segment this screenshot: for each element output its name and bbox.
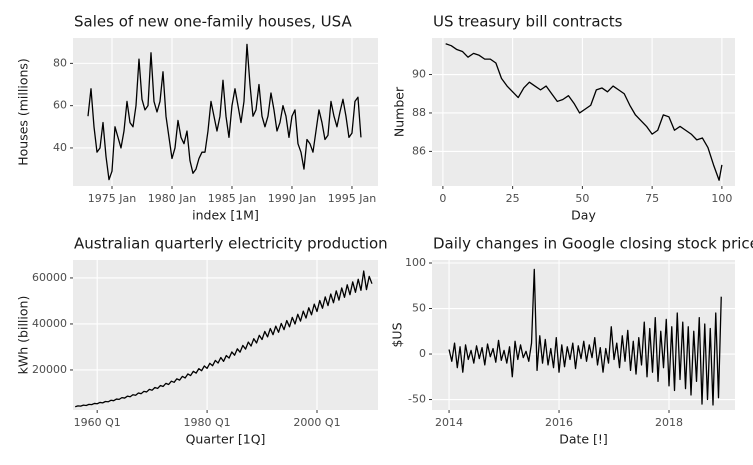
y-tick-label: 50 <box>412 302 426 315</box>
y-tick-label: 60 <box>53 99 67 112</box>
plot-background <box>432 38 735 186</box>
y-tick-label: 100 <box>405 256 426 269</box>
x-axis-title: Date [!] <box>559 432 608 447</box>
x-tick-label: 0 <box>439 192 446 205</box>
plot-background <box>432 260 735 410</box>
x-tick-label: 1985 Jan <box>208 192 256 205</box>
x-tick-label: 1995 Jan <box>328 192 376 205</box>
x-axis-title: Day <box>571 208 596 223</box>
x-tick-label: 2018 <box>655 416 683 429</box>
y-tick-label: -50 <box>408 393 426 406</box>
chart-title: Australian quarterly electricity product… <box>74 235 388 253</box>
x-tick-label: 1975 Jan <box>88 192 136 205</box>
x-tick-label: 2000 Q1 <box>293 416 340 429</box>
x-tick-label: 1990 Jan <box>268 192 316 205</box>
series-line <box>74 270 373 408</box>
y-tick-label: 0 <box>419 347 426 360</box>
x-tick-label: 1960 Q1 <box>74 416 121 429</box>
x-tick-label: 2016 <box>545 416 573 429</box>
chart-title: Sales of new one-family houses, USA <box>74 13 352 31</box>
chart-title: Daily changes in Google closing stock pr… <box>433 235 753 253</box>
y-tick-label: 20000 <box>32 363 67 376</box>
y-tick-label: 40000 <box>32 317 67 330</box>
x-axis-title: Quarter [1Q] <box>186 432 266 447</box>
series-line <box>87 43 362 181</box>
y-axis-title: $US <box>390 322 405 347</box>
x-tick-label: 1980 Q1 <box>184 416 231 429</box>
series-line <box>445 43 723 181</box>
y-tick-label: 40 <box>53 141 67 154</box>
x-axis-title: index [1M] <box>192 208 259 223</box>
x-tick-label: 100 <box>711 192 732 205</box>
plot-background <box>73 260 378 410</box>
y-axis-title: Number <box>392 86 407 137</box>
y-tick-label: 90 <box>412 68 426 81</box>
y-tick-label: 86 <box>412 144 426 157</box>
series-line <box>448 268 722 406</box>
y-tick-label: 60000 <box>32 271 67 284</box>
y-axis-title: Houses (millions) <box>16 58 31 166</box>
x-tick-label: 1980 Jan <box>148 192 196 205</box>
x-tick-label: 25 <box>506 192 520 205</box>
x-tick-label: 2014 <box>435 416 463 429</box>
chart-title: US treasury bill contracts <box>433 13 623 31</box>
y-tick-label: 88 <box>412 106 426 119</box>
y-axis-title: kWh (billion) <box>16 296 31 375</box>
y-tick-label: 80 <box>53 56 67 69</box>
x-tick-label: 75 <box>645 192 659 205</box>
x-tick-label: 50 <box>575 192 589 205</box>
